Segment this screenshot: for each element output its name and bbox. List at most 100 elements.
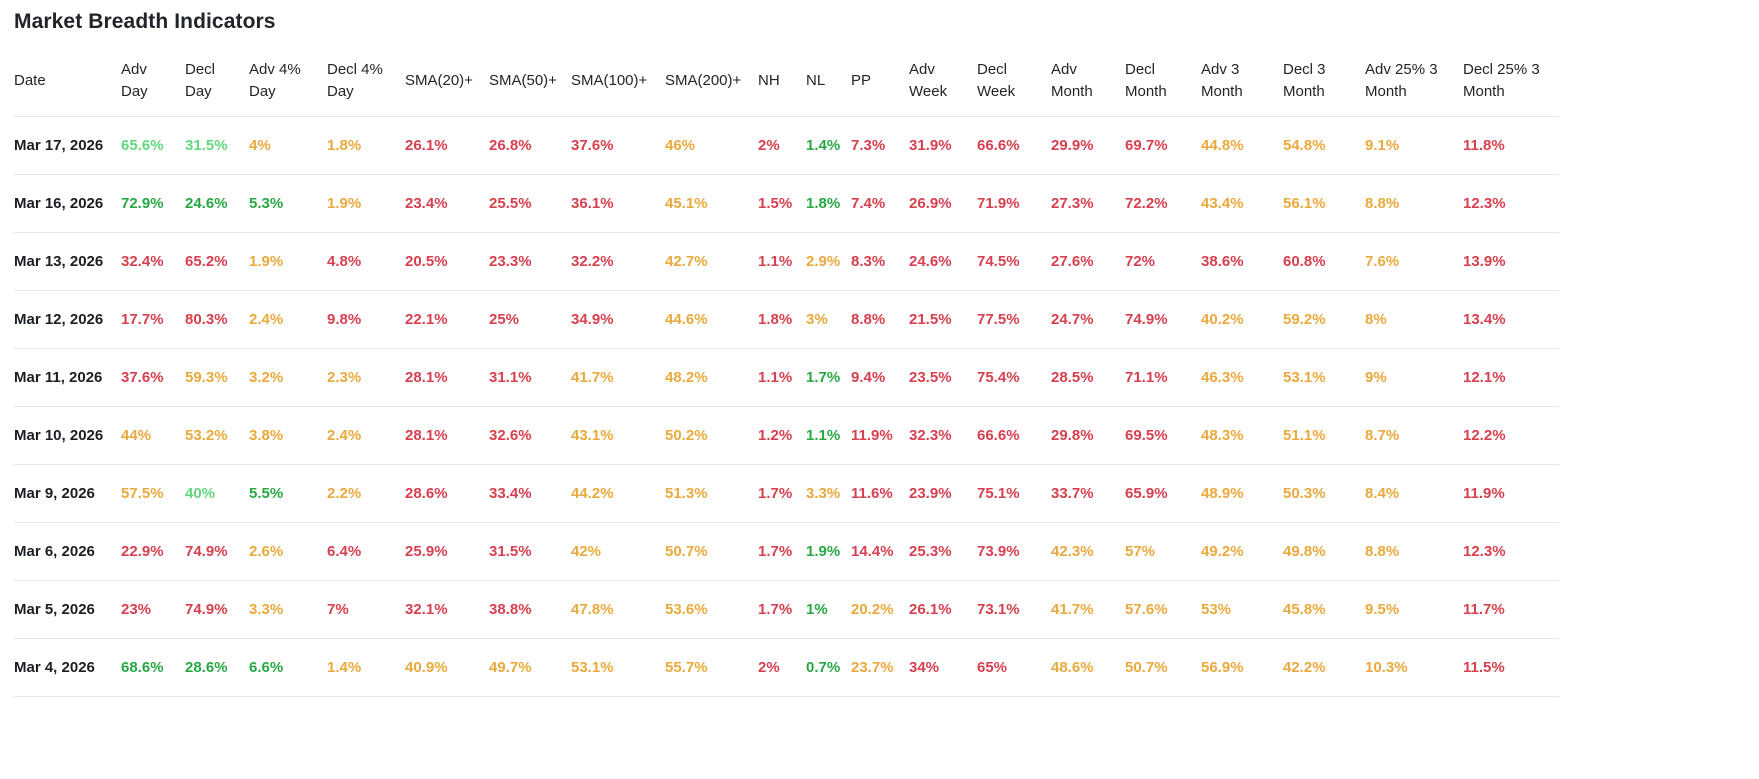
cell-decl-25pct-3-month: 12.3% bbox=[1463, 522, 1559, 581]
cell-nh: 1.7% bbox=[758, 464, 806, 523]
cell-nh: 2% bbox=[758, 116, 806, 175]
cell-sma20-plus: 28.1% bbox=[405, 406, 489, 465]
cell-adv-3-month: 44.8% bbox=[1201, 116, 1283, 175]
cell-nl: 2.9% bbox=[806, 232, 851, 291]
cell-adv-25pct-3-month: 8.8% bbox=[1365, 174, 1463, 233]
cell-adv-3-month: 40.2% bbox=[1201, 290, 1283, 349]
cell-sma50-plus: 26.8% bbox=[489, 116, 571, 175]
column-header-decl-25pct-3-month: Decl 25% 3 Month bbox=[1463, 48, 1559, 117]
cell-decl-week: 66.6% bbox=[977, 116, 1051, 175]
column-header-adv-day: Adv Day bbox=[121, 48, 185, 117]
table-row: Mar 6, 2026 22.9% 74.9% 2.6% 6.4% 25.9% 31.5% 4… bbox=[14, 522, 1559, 581]
cell-adv-25pct-3-month: 10.3% bbox=[1365, 638, 1463, 697]
cell-adv-month: 24.7% bbox=[1051, 290, 1125, 349]
cell-decl-week: 77.5% bbox=[977, 290, 1051, 349]
cell-adv-4pct-day: 3.3% bbox=[249, 580, 327, 639]
cell-adv-day: 44% bbox=[121, 406, 185, 465]
cell-date: Mar 16, 2026 bbox=[14, 174, 121, 233]
cell-decl-25pct-3-month: 13.9% bbox=[1463, 232, 1559, 291]
cell-sma100-plus: 43.1% bbox=[571, 406, 665, 465]
cell-decl-25pct-3-month: 13.4% bbox=[1463, 290, 1559, 349]
cell-decl-day: 74.9% bbox=[185, 522, 249, 581]
cell-decl-month: 74.9% bbox=[1125, 290, 1201, 349]
cell-adv-3-month: 38.6% bbox=[1201, 232, 1283, 291]
cell-sma20-plus: 26.1% bbox=[405, 116, 489, 175]
column-header-sma50-plus: SMA(50)+ bbox=[489, 48, 571, 117]
cell-adv-month: 29.8% bbox=[1051, 406, 1125, 465]
cell-sma50-plus: 49.7% bbox=[489, 638, 571, 697]
cell-adv-3-month: 53% bbox=[1201, 580, 1283, 639]
column-header-sma20-plus: SMA(20)+ bbox=[405, 48, 489, 117]
cell-decl-month: 65.9% bbox=[1125, 464, 1201, 523]
column-header-decl-month: Decl Month bbox=[1125, 48, 1201, 117]
cell-nl: 1.7% bbox=[806, 348, 851, 407]
cell-adv-3-month: 48.3% bbox=[1201, 406, 1283, 465]
cell-sma100-plus: 44.2% bbox=[571, 464, 665, 523]
cell-sma50-plus: 25.5% bbox=[489, 174, 571, 233]
cell-sma50-plus: 23.3% bbox=[489, 232, 571, 291]
cell-date: Mar 10, 2026 bbox=[14, 406, 121, 465]
cell-pp: 8.8% bbox=[851, 290, 909, 349]
cell-adv-25pct-3-month: 9.1% bbox=[1365, 116, 1463, 175]
cell-nl: 1.9% bbox=[806, 522, 851, 581]
cell-decl-week: 74.5% bbox=[977, 232, 1051, 291]
cell-sma20-plus: 28.6% bbox=[405, 464, 489, 523]
cell-sma20-plus: 28.1% bbox=[405, 348, 489, 407]
column-header-pp: PP bbox=[851, 48, 909, 117]
cell-pp: 8.3% bbox=[851, 232, 909, 291]
cell-adv-month: 27.3% bbox=[1051, 174, 1125, 233]
cell-adv-week: 23.5% bbox=[909, 348, 977, 407]
cell-decl-month: 72% bbox=[1125, 232, 1201, 291]
cell-sma20-plus: 22.1% bbox=[405, 290, 489, 349]
cell-adv-25pct-3-month: 8.7% bbox=[1365, 406, 1463, 465]
cell-adv-month: 28.5% bbox=[1051, 348, 1125, 407]
cell-sma200-plus: 46% bbox=[665, 116, 758, 175]
cell-pp: 7.3% bbox=[851, 116, 909, 175]
cell-nh: 1.5% bbox=[758, 174, 806, 233]
cell-decl-month: 71.1% bbox=[1125, 348, 1201, 407]
cell-decl-week: 73.1% bbox=[977, 580, 1051, 639]
column-header-nh: NH bbox=[758, 48, 806, 117]
cell-sma200-plus: 42.7% bbox=[665, 232, 758, 291]
cell-decl-3-month: 50.3% bbox=[1283, 464, 1365, 523]
cell-decl-day: 53.2% bbox=[185, 406, 249, 465]
cell-decl-3-month: 51.1% bbox=[1283, 406, 1365, 465]
cell-adv-month: 27.6% bbox=[1051, 232, 1125, 291]
cell-adv-day: 17.7% bbox=[121, 290, 185, 349]
table-row: Mar 11, 2026 37.6% 59.3% 3.2% 2.3% 28.1% 31.1%… bbox=[14, 348, 1559, 407]
cell-adv-week: 26.1% bbox=[909, 580, 977, 639]
cell-pp: 7.4% bbox=[851, 174, 909, 233]
cell-sma20-plus: 25.9% bbox=[405, 522, 489, 581]
cell-adv-25pct-3-month: 8.4% bbox=[1365, 464, 1463, 523]
cell-pp: 20.2% bbox=[851, 580, 909, 639]
cell-adv-4pct-day: 3.2% bbox=[249, 348, 327, 407]
cell-adv-week: 31.9% bbox=[909, 116, 977, 175]
cell-adv-4pct-day: 4% bbox=[249, 116, 327, 175]
cell-sma200-plus: 51.3% bbox=[665, 464, 758, 523]
cell-adv-week: 34% bbox=[909, 638, 977, 697]
cell-sma20-plus: 23.4% bbox=[405, 174, 489, 233]
cell-date: Mar 9, 2026 bbox=[14, 464, 121, 523]
breadth-table: Date Adv Day Decl Day Adv 4% Day Decl 4% Day… bbox=[14, 48, 1559, 697]
cell-adv-day: 32.4% bbox=[121, 232, 185, 291]
cell-adv-3-month: 43.4% bbox=[1201, 174, 1283, 233]
cell-decl-day: 24.6% bbox=[185, 174, 249, 233]
table-row: Mar 10, 2026 44% 53.2% 3.8% 2.4% 28.1% 32.6% 43… bbox=[14, 406, 1559, 465]
cell-sma20-plus: 40.9% bbox=[405, 638, 489, 697]
cell-decl-3-month: 54.8% bbox=[1283, 116, 1365, 175]
cell-decl-week: 71.9% bbox=[977, 174, 1051, 233]
cell-adv-4pct-day: 5.3% bbox=[249, 174, 327, 233]
cell-sma100-plus: 37.6% bbox=[571, 116, 665, 175]
cell-decl-month: 69.5% bbox=[1125, 406, 1201, 465]
cell-adv-week: 25.3% bbox=[909, 522, 977, 581]
breadth-table-body: Mar 17, 2026 65.6% 31.5% 4% 1.8% 26.1% 26.8% 37… bbox=[14, 116, 1559, 697]
cell-sma100-plus: 41.7% bbox=[571, 348, 665, 407]
cell-date: Mar 5, 2026 bbox=[14, 580, 121, 639]
cell-decl-month: 57% bbox=[1125, 522, 1201, 581]
cell-sma100-plus: 36.1% bbox=[571, 174, 665, 233]
cell-decl-day: 65.2% bbox=[185, 232, 249, 291]
cell-adv-3-month: 49.2% bbox=[1201, 522, 1283, 581]
cell-adv-25pct-3-month: 8% bbox=[1365, 290, 1463, 349]
cell-pp: 23.7% bbox=[851, 638, 909, 697]
cell-sma100-plus: 32.2% bbox=[571, 232, 665, 291]
